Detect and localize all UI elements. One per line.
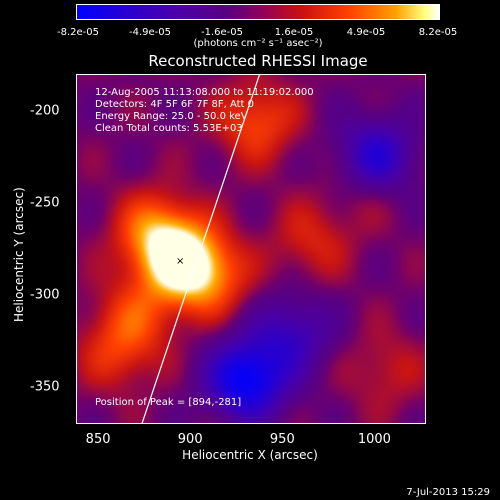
chart-title: Reconstructed RHESSI Image (148, 52, 368, 70)
info-clean-counts: Clean Total counts: 5.53E+03 (95, 123, 243, 134)
timestamp: 7-Jul-2013 15:29 (406, 487, 490, 498)
y-tick-label: -250 (30, 195, 60, 211)
colorbar-tick-label: -8.2e-05 (57, 27, 99, 38)
x-axis-label: Heliocentric X (arcsec) (182, 448, 318, 462)
colorbar-tick-label: 8.2e-05 (418, 27, 458, 38)
colorbar-unit-label: (photons cm⁻² s⁻¹ asec⁻²) (193, 38, 323, 49)
x-tick-label: 850 (85, 432, 111, 447)
y-tick-label: -200 (30, 103, 60, 119)
solar-limb-line (141, 75, 260, 423)
heatmap-image (77, 75, 425, 423)
y-axis-label: Heliocentric Y (arcsec) (12, 187, 26, 322)
info-energy-range: Energy Range: 25.0 - 50.0 keV (95, 111, 248, 122)
colorbar-tick-label: -4.9e-05 (129, 27, 171, 38)
x-tick-label: 1000 (357, 432, 391, 447)
colorbar-tick-label: 1.6e-05 (274, 27, 314, 38)
info-detectors: Detectors: 4F 5F 6F 7F 8F, Att 0 (95, 99, 255, 110)
y-tick-label: -350 (30, 379, 60, 395)
x-tick-label: 950 (269, 432, 295, 447)
peak-position-label: Position of Peak = [894,-281] (95, 397, 242, 408)
plot-overlay: × (141, 75, 260, 423)
colorbar (76, 4, 440, 20)
plot-area: × 12-Aug-2005 11:13:08.000 to 11:19:02.0… (76, 74, 426, 424)
info-time-range: 12-Aug-2005 11:13:08.000 to 11:19:02.000 (95, 87, 314, 98)
colorbar-tick-label: -1.6e-05 (201, 27, 243, 38)
colorbar-tick-label: 4.9e-05 (346, 27, 386, 38)
y-tick-label: -300 (30, 287, 60, 303)
peak-marker: × (176, 256, 184, 267)
x-tick-label: 900 (177, 432, 203, 447)
